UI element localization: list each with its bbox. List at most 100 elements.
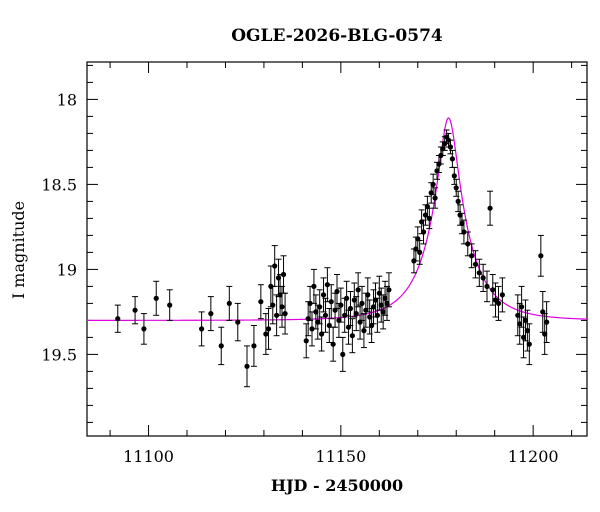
- data-point: [140, 313, 147, 345]
- data-point: [257, 284, 264, 320]
- data-point: [320, 277, 327, 313]
- data-point: [250, 325, 257, 367]
- point-marker: [303, 338, 309, 344]
- x-tick-label: 11200: [508, 447, 559, 466]
- chart-title: OGLE-2026-BLG-0574: [231, 26, 443, 46]
- data-point: [349, 318, 356, 354]
- data-point: [472, 250, 479, 279]
- y-axis-label: I magnitude: [9, 201, 28, 299]
- data-point: [360, 313, 367, 349]
- point-marker: [244, 363, 250, 369]
- y-tick-label: 19: [57, 260, 77, 279]
- point-marker: [226, 300, 232, 306]
- point-marker: [367, 314, 373, 320]
- data-point: [262, 313, 269, 355]
- point-marker: [519, 304, 525, 310]
- data-point: [374, 297, 381, 333]
- point-marker: [515, 312, 521, 318]
- point-marker: [351, 297, 357, 303]
- data-point: [355, 272, 362, 308]
- data-point: [543, 301, 550, 343]
- point-marker: [355, 287, 361, 293]
- y-tick-label: 18.5: [41, 175, 77, 194]
- point-marker: [317, 304, 323, 310]
- point-marker: [132, 307, 138, 313]
- point-marker: [265, 326, 272, 332]
- point-marker: [495, 300, 502, 306]
- point-marker: [386, 287, 392, 293]
- data-point: [495, 285, 502, 321]
- data-point: [492, 282, 499, 318]
- plot-frame: [86, 61, 588, 437]
- data-point: [328, 284, 335, 320]
- point-marker: [311, 283, 317, 289]
- point-marker: [338, 302, 344, 308]
- point-marker: [459, 220, 465, 227]
- point-marker: [461, 229, 467, 235]
- point-marker: [492, 297, 499, 303]
- point-marker: [517, 321, 523, 327]
- data-point: [339, 336, 346, 372]
- y-tick-label: 18: [57, 90, 77, 109]
- point-marker: [313, 309, 319, 315]
- data-point: [366, 299, 373, 335]
- data-point: [347, 291, 354, 326]
- point-marker: [340, 351, 346, 357]
- data-point: [385, 272, 392, 308]
- point-marker: [432, 195, 438, 201]
- point-marker: [499, 292, 505, 298]
- data-point: [370, 289, 377, 325]
- data-point: [484, 270, 490, 303]
- point-marker: [347, 305, 354, 312]
- x-axis-label: HJD - 2450000: [271, 476, 403, 495]
- data-point: [322, 297, 329, 333]
- point-marker: [353, 311, 359, 317]
- point-marker: [380, 309, 386, 315]
- data-point: [526, 323, 533, 366]
- point-marker: [274, 312, 280, 318]
- point-marker: [320, 292, 327, 298]
- point-marker: [344, 295, 350, 301]
- point-marker: [430, 181, 436, 187]
- data-point: [337, 287, 344, 323]
- data-point: [487, 190, 494, 226]
- data-points: [114, 129, 550, 388]
- point-marker: [487, 205, 493, 211]
- data-point: [522, 299, 529, 342]
- point-marker: [258, 299, 264, 305]
- point-marker: [282, 311, 288, 317]
- point-marker: [349, 333, 355, 339]
- point-marker: [426, 215, 432, 221]
- point-marker: [199, 326, 205, 332]
- point-marker: [538, 253, 544, 259]
- data-point: [132, 296, 139, 325]
- point-marker: [526, 341, 532, 347]
- point-marker: [141, 326, 147, 332]
- point-marker: [330, 341, 336, 347]
- point-marker: [370, 304, 377, 310]
- axis-ticks: [87, 62, 587, 436]
- point-marker: [455, 198, 461, 204]
- point-marker: [484, 283, 490, 289]
- data-point: [218, 326, 225, 366]
- point-marker: [272, 263, 278, 269]
- point-marker: [309, 326, 315, 332]
- point-marker: [472, 261, 479, 267]
- data-point: [334, 274, 340, 309]
- data-point: [468, 243, 475, 269]
- point-marker: [324, 282, 330, 288]
- data-point: [518, 285, 525, 328]
- point-marker: [322, 312, 329, 318]
- data-point: [309, 311, 315, 347]
- data-point: [480, 263, 487, 292]
- point-marker: [270, 302, 276, 308]
- point-marker: [542, 331, 548, 337]
- point-marker: [251, 343, 257, 349]
- data-point: [330, 326, 337, 362]
- point-marker: [153, 295, 159, 301]
- data-point: [265, 308, 272, 350]
- data-point: [198, 311, 205, 347]
- data-point: [364, 277, 371, 313]
- point-marker: [544, 319, 550, 325]
